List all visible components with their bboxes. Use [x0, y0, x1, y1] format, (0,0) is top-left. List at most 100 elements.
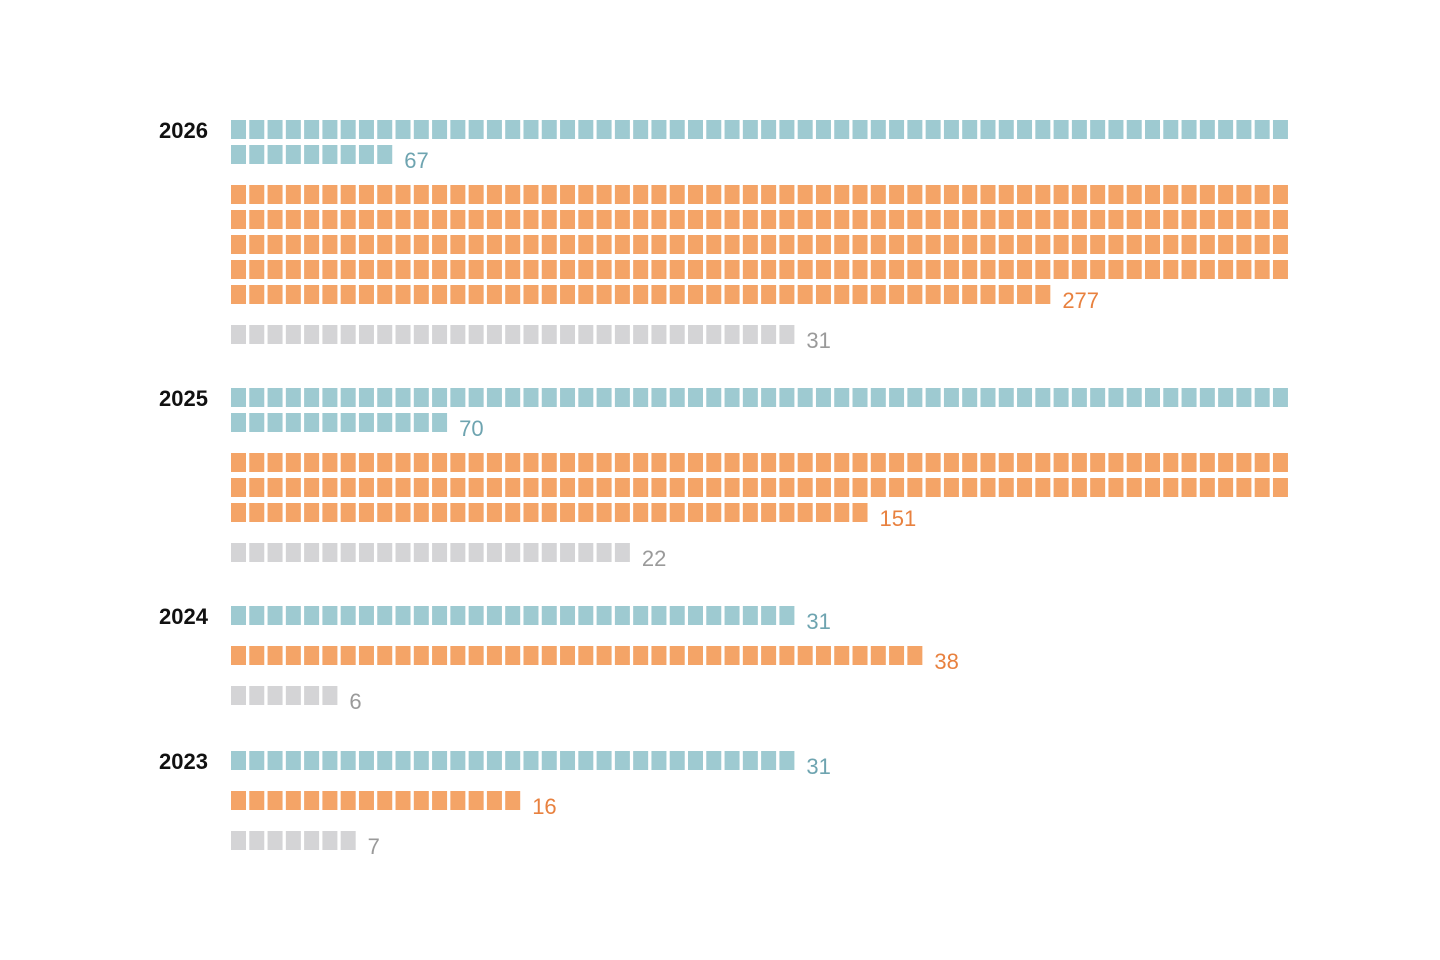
waffle-unit [1272, 235, 1288, 254]
waffle-unit [724, 235, 740, 254]
waffle-unit [505, 646, 521, 665]
waffle-unit [889, 235, 905, 254]
waffle-unit [231, 210, 246, 229]
waffle-unit [486, 751, 502, 770]
waffle-unit [651, 210, 667, 229]
waffle-unit [761, 751, 777, 770]
waffle-unit [560, 646, 576, 665]
waffle-unit [651, 503, 667, 522]
waffle-unit [505, 478, 521, 497]
waffle-unit [450, 120, 466, 139]
waffle-unit [450, 260, 466, 279]
waffle-unit [596, 646, 612, 665]
waffle-unit [669, 120, 685, 139]
waffle-unit [651, 646, 667, 665]
waffle-unit [1145, 478, 1160, 497]
waffle-unit [358, 646, 374, 665]
waffle-unit [1017, 453, 1033, 472]
waffle-unit [560, 751, 576, 770]
waffle-unit [285, 686, 301, 705]
waffle-unit [304, 260, 320, 279]
waffle-unit [358, 325, 374, 344]
waffle-unit [925, 235, 941, 254]
waffle-unit [322, 210, 338, 229]
waffle-unit [1181, 235, 1197, 254]
waffle-unit [907, 388, 923, 407]
waffle-unit [395, 388, 411, 407]
waffle-unit [267, 646, 283, 665]
waffle-unit [432, 606, 448, 625]
waffle-unit [468, 543, 484, 562]
waffle-unit [998, 120, 1014, 139]
waffle-unit [596, 120, 612, 139]
waffle-unit [413, 791, 429, 810]
waffle-unit [505, 285, 521, 304]
waffle-unit [340, 145, 356, 164]
waffle-unit [998, 478, 1014, 497]
waffle-unit [669, 185, 685, 204]
waffle-unit [596, 751, 612, 770]
waffle-unit [1199, 478, 1215, 497]
value-label: 16 [532, 794, 556, 819]
waffle-unit [943, 120, 959, 139]
waffle-unit [377, 478, 393, 497]
waffle-unit [413, 210, 429, 229]
value-label: 70 [459, 416, 483, 441]
waffle-unit [322, 831, 338, 850]
waffle-unit [231, 606, 246, 625]
waffle-unit [688, 453, 703, 472]
waffle-unit [706, 285, 722, 304]
waffle-unit [1053, 235, 1069, 254]
waffle-unit [596, 503, 612, 522]
waffle-unit [267, 453, 283, 472]
waffle-unit [413, 606, 429, 625]
waffle-unit [724, 646, 740, 665]
waffle-unit [633, 646, 649, 665]
waffle-unit [486, 235, 502, 254]
waffle-unit [578, 325, 594, 344]
waffle-unit [724, 478, 740, 497]
waffle-unit [450, 285, 466, 304]
waffle-unit [889, 646, 905, 665]
waffle-unit [541, 606, 557, 625]
waffle-unit [413, 388, 429, 407]
waffle-unit [1090, 185, 1106, 204]
waffle-unit [560, 185, 576, 204]
waffle-unit [724, 503, 740, 522]
waffle-unit [377, 120, 393, 139]
waffle-unit [377, 388, 393, 407]
waffle-unit [724, 185, 740, 204]
waffle-unit [1126, 260, 1142, 279]
waffle-unit [852, 120, 868, 139]
waffle-unit [870, 210, 886, 229]
waffle-unit [505, 388, 521, 407]
waffle-unit [1035, 453, 1051, 472]
waffle-unit [231, 235, 246, 254]
waffle-unit [322, 453, 338, 472]
waffle-unit [340, 185, 356, 204]
waffle-unit [724, 325, 740, 344]
waffle-unit [669, 285, 685, 304]
waffle-unit [450, 388, 466, 407]
waffle-unit [413, 120, 429, 139]
waffle-unit [815, 120, 831, 139]
waffle-unit [980, 478, 996, 497]
waffle-unit [852, 503, 868, 522]
waffle-unit [304, 235, 320, 254]
waffle-unit [358, 388, 374, 407]
waffle-unit [1126, 185, 1142, 204]
waffle-unit [541, 751, 557, 770]
waffle-unit [1236, 210, 1252, 229]
waffle-unit [688, 646, 703, 665]
waffle-unit [267, 751, 283, 770]
waffle-unit [249, 285, 265, 304]
waffle-unit [413, 751, 429, 770]
waffle-unit [761, 325, 777, 344]
year-group-2025: 2025 70 151 22 [159, 386, 1288, 571]
year-label: 2024 [159, 604, 209, 629]
waffle-unit [486, 503, 502, 522]
waffle-unit [267, 791, 283, 810]
waffle-unit [322, 646, 338, 665]
waffle-unit [322, 120, 338, 139]
waffle-unit [669, 453, 685, 472]
